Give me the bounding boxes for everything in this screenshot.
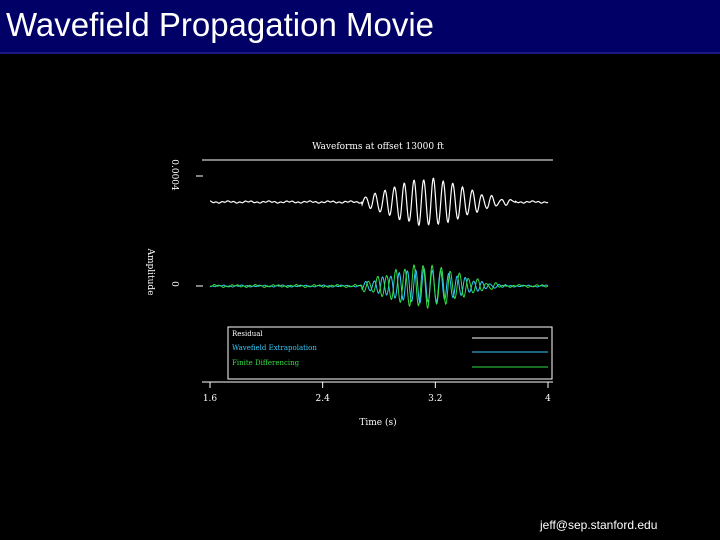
legend-label-residual: Residual (232, 330, 263, 338)
legend-label-finite-differencing: Finite Differencing (232, 359, 300, 367)
y-tick-label-0: 0.0004 (169, 159, 179, 191)
series-line-finite-differencing (209, 264, 549, 310)
slide-title: Wavefield Propagation Movie (6, 6, 435, 43)
title-bar: Wavefield Propagation Movie (0, 0, 720, 54)
x-axis-label: Time (s) (359, 417, 396, 428)
series-line-residual (209, 177, 549, 226)
x-tick-label-3: 4 (545, 394, 551, 404)
x-tick-label-1: 2.4 (316, 394, 331, 404)
series-layer (209, 177, 549, 310)
x-ticks: 1.6 2.4 3.2 4 (203, 382, 551, 404)
x-tick-label-0: 1.6 (203, 394, 218, 404)
chart-title: Waveforms at offset 13000 ft (312, 142, 444, 152)
y-axis-label: Amplitude (145, 247, 155, 295)
y-tick-label-1: 0 (169, 281, 179, 287)
legend-label-wavefield-extrapolation: Wavefield Extrapolation (232, 344, 317, 352)
x-tick-label-2: 3.2 (428, 394, 442, 404)
legend-box (227, 326, 553, 380)
footer-email: jeff@sep.stanford.edu (540, 518, 658, 532)
